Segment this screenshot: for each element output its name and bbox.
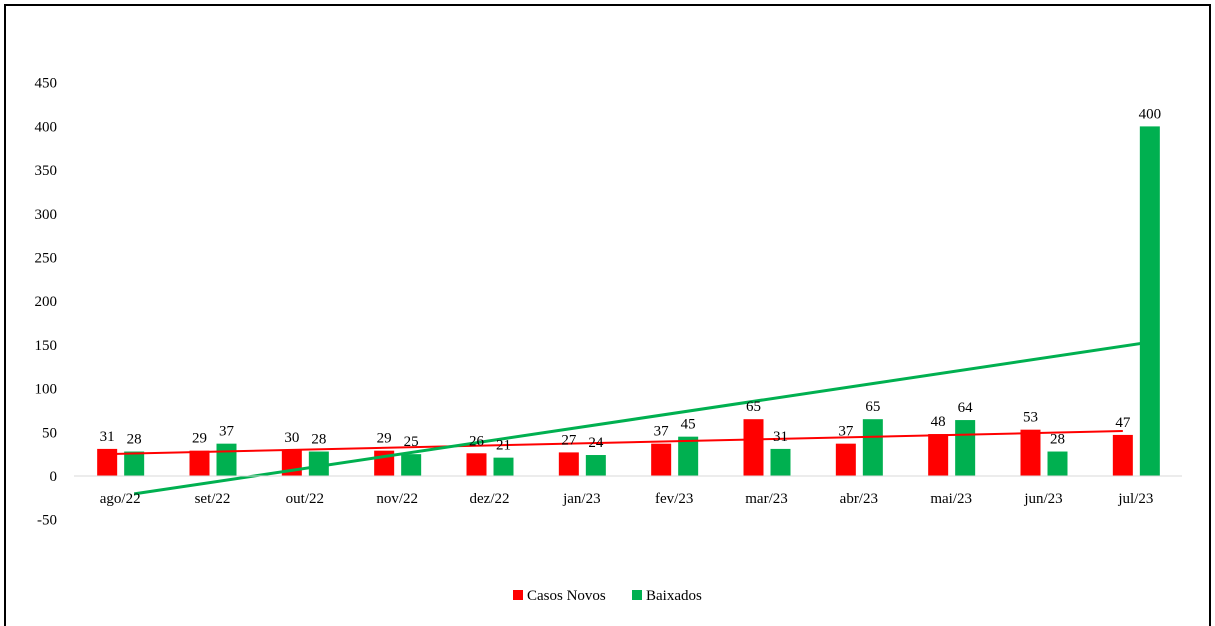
bar-casos-novos (651, 443, 672, 476)
data-label-casos-novos: 27 (561, 432, 577, 448)
bar-casos-novos (189, 450, 210, 476)
x-axis: ago/22 set/22 out/22 nov/22 dez/22 jan/23 fev/… (74, 475, 1182, 507)
bar-casos-novos (928, 434, 949, 476)
bar-casos-novos (558, 452, 579, 476)
y-tick-label: 300 (35, 207, 58, 223)
bar-casos-novos (1020, 429, 1041, 476)
y-tick-label: 400 (35, 119, 58, 135)
bar-baixados (401, 454, 422, 476)
x-tick-label: set/22 (195, 491, 231, 507)
y-axis: 450 400 350 300 250 200 150 100 50 0 -50 (35, 76, 58, 529)
trendline-baixados (133, 340, 1151, 496)
data-label-baixados: 400 (1139, 106, 1162, 122)
x-tick-label: nov/22 (376, 491, 418, 507)
data-label-casos-novos: 47 (1115, 415, 1131, 431)
bar-baixados (216, 443, 237, 476)
data-label-baixados: 24 (588, 435, 604, 451)
x-tick-label: ago/22 (100, 491, 141, 507)
bar-baixados (124, 451, 145, 476)
y-tick-label: 350 (35, 163, 58, 179)
x-tick-label: mai/23 (930, 491, 972, 507)
bar-casos-novos (97, 448, 118, 476)
legend-label-casos-novos: Casos Novos (527, 588, 606, 604)
chart-frame (4, 4, 1211, 626)
data-label-baixados: 45 (681, 417, 696, 433)
y-tick-label: 100 (35, 382, 58, 398)
data-label-casos-novos: 29 (377, 431, 392, 447)
bar-casos-novos (835, 443, 856, 476)
bar-baixados (862, 419, 883, 476)
y-tick-label: 250 (35, 251, 58, 267)
bar-casos-novos (1112, 434, 1133, 476)
bar-baixados (1047, 451, 1068, 476)
data-label-casos-novos: 30 (284, 430, 299, 446)
bar-casos-novos (466, 453, 487, 476)
x-tick-label: jan/23 (562, 491, 601, 507)
x-tick-label: fev/23 (655, 491, 693, 507)
bar-baixados (678, 436, 699, 476)
data-label-casos-novos: 37 (838, 424, 854, 440)
data-label-casos-novos: 48 (931, 414, 946, 430)
legend-swatch-baixados (632, 590, 642, 600)
data-label-casos-novos: 37 (654, 424, 670, 440)
y-tick-label: 450 (35, 76, 58, 92)
data-label-casos-novos: 26 (469, 433, 485, 449)
data-label-baixados: 25 (404, 434, 419, 450)
x-tick-label: mar/23 (745, 491, 788, 507)
bar-casos-novos (743, 419, 764, 476)
data-label-casos-novos: 29 (192, 431, 207, 447)
trendlines-group (107, 340, 1151, 496)
legend: Casos Novos Baixados (513, 588, 702, 604)
bars-group (97, 126, 1160, 477)
data-label-baixados: 28 (1050, 432, 1065, 448)
y-tick-label: 200 (35, 294, 58, 310)
data-label-baixados: 31 (773, 429, 788, 445)
x-tick-label: jun/23 (1023, 491, 1062, 507)
y-tick-label: -50 (37, 513, 57, 529)
y-tick-label: 0 (50, 469, 58, 485)
legend-swatch-casos-novos (513, 590, 523, 600)
y-tick-label: 150 (35, 338, 58, 354)
data-labels-group: 31 29 30 29 26 27 37 65 37 48 53 47 28 37 28 25 21 24 45 31… (100, 106, 1161, 453)
x-tick-label: out/22 (286, 491, 324, 507)
trendline-casos-novos (107, 430, 1123, 456)
x-tick-label: dez/22 (470, 491, 510, 507)
data-label-baixados: 65 (865, 399, 880, 415)
data-label-casos-novos: 65 (746, 399, 761, 415)
bar-baixados (955, 420, 976, 476)
x-tick-label: abr/23 (840, 491, 878, 507)
bar-baixados (493, 457, 514, 476)
data-label-baixados: 21 (496, 438, 511, 454)
bar-baixados (770, 448, 791, 476)
data-label-baixados: 37 (219, 424, 235, 440)
data-label-casos-novos: 53 (1023, 410, 1038, 426)
bar-baixados (1139, 126, 1160, 477)
bar-baixados (585, 455, 606, 476)
data-label-baixados: 28 (311, 432, 326, 448)
x-tick-label: jul/23 (1117, 491, 1153, 507)
data-label-casos-novos: 31 (100, 429, 115, 445)
data-label-baixados: 28 (127, 432, 142, 448)
legend-label-baixados: Baixados (646, 588, 702, 604)
data-label-baixados: 64 (958, 400, 974, 416)
bar-baixados (308, 451, 329, 476)
y-tick-label: 50 (42, 425, 57, 441)
